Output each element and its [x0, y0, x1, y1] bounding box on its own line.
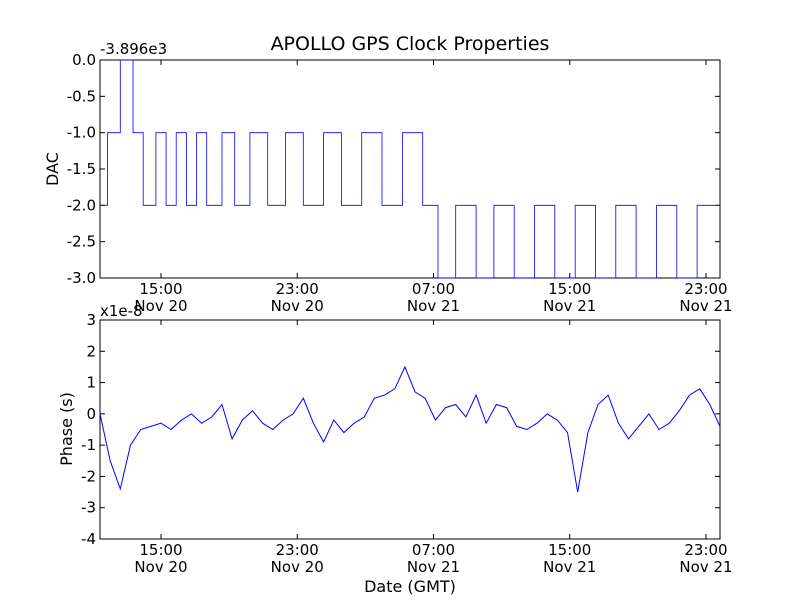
dac-panel: -3.896e3 DAC 0.0 -0.5 -1.0 -1.5 -2.0 -2.5 -3.0… — [43, 40, 733, 315]
phase-ytick-label: -2 — [81, 467, 96, 485]
dac-offset-label: -3.896e3 — [100, 40, 167, 58]
phase-series — [99, 365, 721, 493]
dac-xtick-date: Nov 21 — [543, 297, 596, 315]
phase-series-line — [99, 365, 721, 493]
dac-ytick-label: -0.5 — [67, 87, 96, 105]
phase-xlabel: Date (GMT) — [364, 577, 456, 596]
phase-xtick-time: 15:00 — [548, 541, 591, 559]
phase-axes-frame — [99, 319, 721, 540]
phase-xtick-time: 23:00 — [276, 541, 319, 559]
dac-xtick-date: Nov 21 — [407, 297, 460, 315]
phase-xtick-time: 15:00 — [139, 541, 182, 559]
dac-ytick-label: -3.0 — [67, 269, 96, 287]
phase-ytick-label: 2 — [86, 342, 96, 360]
dac-xtick-time: 07:00 — [412, 280, 455, 298]
dac-ytick-label: -2.5 — [67, 233, 96, 251]
phase-ytick-label: 1 — [86, 374, 96, 392]
phase-ytick-label: -1 — [81, 436, 96, 454]
phase-yticks: 3 2 1 0 -1 -2 -3 -4 — [81, 311, 720, 548]
dac-series-line — [100, 59, 720, 279]
dac-ytick-label: -1.0 — [67, 124, 96, 142]
dac-ytick-label: -1.5 — [67, 160, 96, 178]
phase-panel: x1e-8 Phase (s) Date (GMT) 3210-1-2-3-4 … — [57, 302, 733, 596]
phase-ylabel: Phase (s) — [57, 392, 76, 466]
phase-ytick-label: -4 — [81, 530, 96, 548]
dac-ylabel: DAC — [43, 152, 62, 186]
phase-ytick-label: -3 — [81, 499, 96, 517]
dac-xtick-date: Nov 20 — [271, 297, 324, 315]
dac-xtick-time: 15:00 — [548, 280, 591, 298]
dac-xtick-time: 23:00 — [276, 280, 319, 298]
phase-xtick-date: Nov 21 — [543, 558, 596, 576]
dac-xtick-time: 23:00 — [684, 280, 727, 298]
phase-xtick-date: Nov 21 — [407, 558, 460, 576]
dac-xtick-time: 15:00 — [139, 280, 182, 298]
dac-xtick-date: Nov 20 — [134, 297, 187, 315]
phase-offset-label: x1e-8 — [100, 302, 143, 320]
dac-series — [100, 59, 720, 279]
phase-xtick-date: Nov 21 — [679, 558, 732, 576]
chart-title: APOLLO GPS Clock Properties — [271, 33, 550, 55]
phase-ytick-label: 0 — [86, 405, 96, 423]
dac-ytick-label: -2.0 — [67, 196, 96, 214]
dac-ytick-label: 0.0 — [72, 51, 96, 69]
phase-xtick-time: 07:00 — [412, 541, 455, 559]
phase-xtick-date: Nov 20 — [134, 558, 187, 576]
phase-xtick-time: 23:00 — [684, 541, 727, 559]
dac-xtick-date: Nov 21 — [679, 297, 732, 315]
phase-xtick-date: Nov 20 — [271, 558, 324, 576]
phase-ytick-label: 3 — [86, 311, 96, 329]
